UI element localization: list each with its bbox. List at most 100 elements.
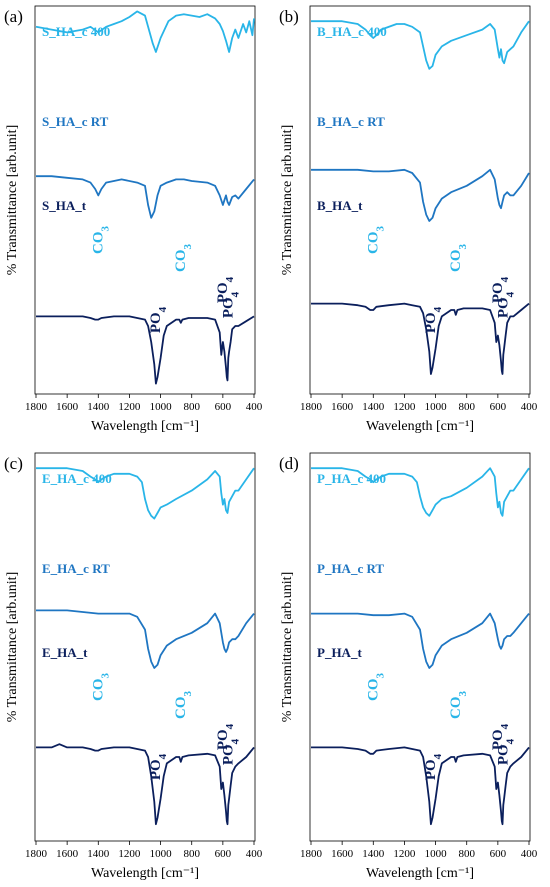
annotation-subscript: 4 — [499, 276, 511, 282]
panel-label: (c) — [4, 454, 23, 473]
panel-label: (a) — [4, 7, 23, 26]
annotation-subscript: 3 — [457, 244, 469, 250]
y-axis-label: % Transmittance [arb.unit] — [280, 125, 295, 275]
annotation-subscript: 3 — [374, 226, 386, 232]
po4-annotation: PO4 — [490, 276, 511, 303]
x-tick-label: 1600 — [56, 401, 79, 413]
annotation-text: PO4 — [423, 306, 444, 333]
x-tick-label: 1000 — [150, 401, 173, 413]
x-tick-label: 600 — [490, 401, 507, 413]
x-tick-label: 1400 — [87, 848, 110, 860]
panel-d: (d) % Transmittance [arb.unit] 1800 1600 140… — [275, 447, 550, 887]
annotation-text: CO3 — [365, 673, 386, 702]
series-label: P_HA_c RT — [317, 561, 384, 576]
annotation-subscript: 4 — [157, 306, 169, 312]
annotation-subscript: 4 — [229, 738, 241, 744]
series-line — [311, 467, 530, 517]
x-tick-label: 1600 — [56, 848, 79, 860]
x-tick-label: 400 — [246, 401, 263, 413]
series-line — [311, 746, 530, 826]
po4-annotation: PO4 — [495, 738, 516, 765]
panel-a: (a) % Transmittance [arb.unit] 1800 1600 140… — [0, 0, 275, 440]
co3-annotation: CO3 — [173, 244, 194, 273]
co3-annotation: CO3 — [448, 691, 469, 720]
x-tick-label: 1800 — [300, 848, 323, 860]
annotation-subscript: 4 — [499, 723, 511, 729]
po4-annotation: PO4 — [148, 753, 169, 780]
po4-annotation: PO4 — [215, 723, 236, 750]
x-tick-label: 1000 — [150, 848, 173, 860]
annotation-subscript: 3 — [182, 691, 194, 697]
x-tick-label: 400 — [521, 401, 538, 413]
annotation-subscript: 4 — [432, 306, 444, 312]
x-tick-label: 1800 — [300, 401, 323, 413]
series-line — [36, 315, 255, 385]
x-axis-label: Wavelength [cm⁻¹] — [91, 419, 199, 434]
series-line — [36, 175, 255, 219]
x-tick-label: 800 — [458, 401, 475, 413]
po4-annotation: PO4 — [220, 738, 241, 765]
x-tick-label: 600 — [490, 848, 507, 860]
annotation-subscript: 4 — [229, 291, 241, 297]
plot-frame — [34, 5, 256, 395]
x-tick-label: 1000 — [425, 848, 448, 860]
annotation-text: CO3 — [90, 673, 111, 702]
annotation-subscript: 3 — [99, 673, 111, 679]
series-label: E_HA_c 400 — [42, 471, 112, 486]
series-line — [36, 743, 255, 826]
co3-annotation: CO3 — [173, 691, 194, 720]
po4-annotation: PO4 — [148, 306, 169, 333]
series-line — [311, 20, 530, 70]
x-tick-label: 1600 — [331, 401, 354, 413]
annotation-subscript: 4 — [224, 723, 236, 729]
series-line — [311, 302, 530, 375]
annotation-text: PO4 — [495, 291, 516, 318]
x-tick-label: 1000 — [425, 401, 448, 413]
x-tick-label: 1200 — [393, 848, 416, 860]
po4-annotation: PO4 — [423, 753, 444, 780]
series-label: S_HA_t — [42, 198, 87, 213]
x-tick-label: 1200 — [118, 401, 141, 413]
annotation-subscript: 3 — [457, 691, 469, 697]
series-line — [311, 168, 530, 222]
panel-c: (c) % Transmittance [arb.unit] 1800 1600 140… — [0, 447, 275, 887]
chart-svg: (b) % Transmittance [arb.unit] 1800 1600 140… — [279, 5, 538, 434]
series-line — [35, 10, 255, 53]
annotation-text: CO3 — [173, 244, 194, 273]
panel-label: (d) — [279, 454, 299, 473]
series-label: P_HA_t — [317, 645, 362, 660]
annotation-subscript: 4 — [157, 753, 169, 759]
series-line — [36, 467, 255, 520]
po4-annotation: PO4 — [220, 291, 241, 318]
x-tick-label: 400 — [521, 848, 538, 860]
x-axis-label: Wavelength [cm⁻¹] — [366, 419, 474, 434]
annotation-text: CO3 — [173, 691, 194, 720]
annotation-text: PO4 — [148, 753, 169, 780]
y-axis-label: % Transmittance [arb.unit] — [5, 572, 20, 722]
x-tick-label: 1200 — [118, 848, 141, 860]
annotation-subscript: 4 — [224, 276, 236, 282]
series-label: E_HA_t — [42, 645, 88, 660]
annotation-text: CO3 — [448, 691, 469, 720]
y-axis-label: % Transmittance [arb.unit] — [280, 572, 295, 722]
x-tick-label: 400 — [246, 848, 263, 860]
panel-label: (b) — [279, 7, 299, 26]
co3-annotation: CO3 — [448, 244, 469, 273]
annotation-subscript: 4 — [504, 738, 516, 744]
annotation-subscript: 4 — [432, 753, 444, 759]
plot-frame — [309, 452, 531, 842]
x-tick-label: 800 — [458, 848, 475, 860]
annotation-subscript: 4 — [504, 291, 516, 297]
series-label: S_HA_c 400 — [42, 24, 110, 39]
x-tick-label: 1600 — [331, 848, 354, 860]
x-tick-label: 1400 — [87, 401, 110, 413]
y-axis-label: % Transmittance [arb.unit] — [5, 125, 20, 275]
series-label: B_HA_t — [317, 198, 363, 213]
plot-frame — [34, 452, 256, 842]
annotation-subscript: 3 — [182, 244, 194, 250]
annotation-text: PO4 — [495, 738, 516, 765]
annotation-text: PO4 — [490, 723, 511, 750]
co3-annotation: CO3 — [365, 673, 386, 702]
co3-annotation: CO3 — [90, 226, 111, 255]
annotation-text: PO4 — [423, 753, 444, 780]
